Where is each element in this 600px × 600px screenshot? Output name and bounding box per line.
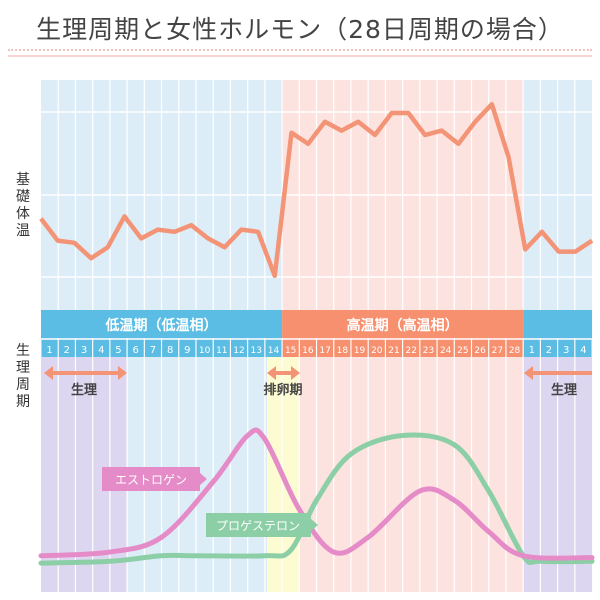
day-cell	[540, 340, 557, 357]
high-phase-label: 高温期（高温相）	[347, 317, 459, 334]
menses-arrow-tail	[44, 366, 53, 380]
day-cell	[368, 340, 385, 357]
day-cell	[58, 340, 75, 357]
menses-next-arrow-head	[524, 366, 533, 380]
day-number: 24	[440, 346, 452, 356]
day-number: 27	[492, 346, 503, 356]
day-number: 12	[233, 346, 244, 356]
day-cell	[196, 340, 213, 357]
day-number: 2	[64, 345, 70, 356]
day-cell	[144, 340, 161, 357]
day-number: 13	[251, 346, 262, 356]
day-cell	[334, 340, 351, 357]
day-number: 20	[371, 346, 383, 356]
day-cell	[575, 340, 592, 357]
day-cell	[472, 340, 489, 357]
day-number: 3	[563, 345, 569, 356]
estrogen-label-box	[102, 467, 207, 491]
day-number: 10	[199, 346, 211, 356]
day-number: 18	[337, 346, 349, 356]
day-number: 4	[580, 345, 586, 356]
day-number: 26	[474, 346, 486, 356]
day-number: 6	[133, 345, 139, 356]
day-cell	[213, 340, 230, 357]
day-number: 25	[457, 346, 468, 356]
day-cell	[127, 340, 144, 357]
page-title: 生理周期と女性ホルモン（28日周期の場合）	[36, 15, 564, 44]
day-number: 4	[98, 345, 104, 356]
day-number: 2	[546, 345, 552, 356]
day-number: 21	[388, 346, 399, 356]
day-cell	[420, 340, 437, 357]
day-cell	[282, 340, 299, 357]
day-cell	[489, 340, 506, 357]
day-cell	[231, 340, 248, 357]
day-number: 5	[115, 345, 121, 356]
next-phase-band	[523, 310, 593, 338]
title-divider	[8, 49, 592, 57]
progesterone-curve	[38, 432, 595, 566]
day-number: 8	[167, 345, 173, 356]
day-number: 1	[529, 345, 535, 356]
day-number: 17	[319, 346, 330, 356]
day-number: 11	[216, 346, 227, 356]
day-number: 3	[81, 345, 87, 356]
day-cell	[523, 340, 540, 357]
day-cell	[265, 340, 282, 357]
day-cell	[41, 340, 58, 357]
progesterone-label-box	[206, 513, 318, 537]
ovulation-label: 排卵期	[263, 382, 302, 398]
day-cell	[386, 340, 403, 357]
day-cell	[558, 340, 575, 357]
menses-arrow-head	[118, 366, 127, 380]
day-number: 22	[406, 346, 417, 356]
day-number: 19	[354, 346, 366, 356]
day-cell	[110, 340, 127, 357]
ovulation-arrow-head	[291, 366, 300, 380]
day-cell	[179, 340, 196, 357]
menses-next-label: 生理	[551, 382, 577, 398]
day-cell	[506, 340, 523, 357]
ovulation-arrow-tail	[267, 366, 276, 380]
day-number: 16	[302, 346, 314, 356]
day-number: 28	[509, 346, 521, 356]
day-cell	[317, 340, 334, 357]
day-cell	[437, 340, 454, 357]
temperature-line	[39, 101, 594, 279]
menses-label: 生理	[71, 382, 97, 398]
day-number: 1	[46, 345, 52, 356]
high-phase-band	[282, 310, 524, 338]
low-phase-band	[41, 310, 283, 338]
low-phase-label: 低温期（低温相）	[105, 317, 218, 334]
day-cell	[403, 340, 420, 357]
day-number: 14	[268, 346, 280, 356]
estrogen-curve	[38, 427, 595, 561]
day-cell	[76, 340, 93, 357]
day-number: 15	[285, 346, 296, 356]
day-number: 23	[423, 346, 434, 356]
cycle-axis-label: 生理周期	[16, 343, 30, 410]
day-cell	[454, 340, 471, 357]
day-number: 7	[150, 345, 156, 356]
day-cell	[162, 340, 179, 357]
bbt-axis-label: 基礎体温	[16, 172, 30, 239]
day-number: 9	[184, 345, 190, 356]
day-cell	[351, 340, 368, 357]
progesterone-label: プロゲステロン	[216, 519, 300, 533]
day-cell	[299, 340, 316, 357]
estrogen-label: エストロゲン	[115, 473, 187, 487]
day-cell	[93, 340, 110, 357]
day-cell	[248, 340, 265, 357]
